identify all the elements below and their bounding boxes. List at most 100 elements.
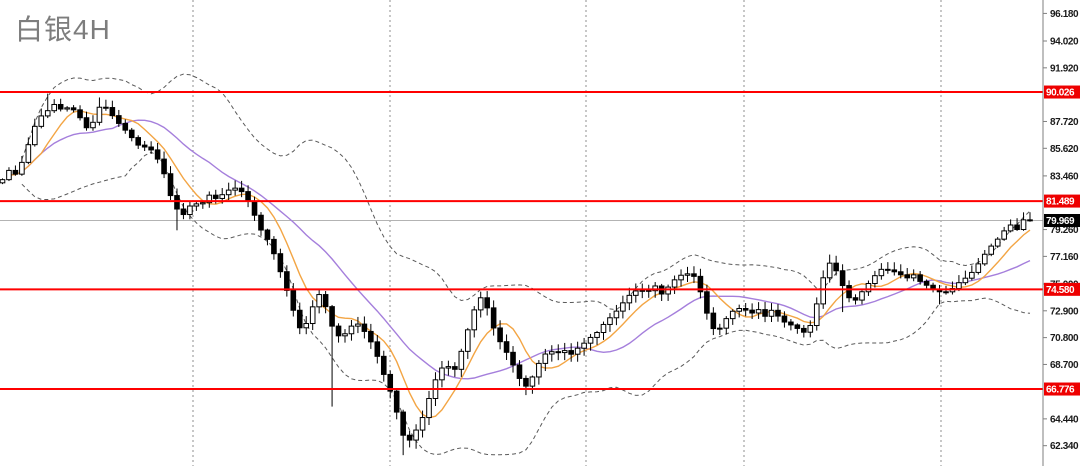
candle-body-down bbox=[77, 109, 83, 119]
candle-body-up bbox=[613, 310, 620, 319]
axis-tick-label: 91.920 bbox=[1050, 63, 1079, 74]
candle-body-up bbox=[768, 309, 775, 317]
candle-body-up bbox=[962, 277, 969, 284]
candle-body-down bbox=[148, 146, 154, 151]
candle-body-down bbox=[122, 122, 129, 131]
candle-body-up bbox=[910, 274, 917, 279]
candle-body-down bbox=[904, 274, 911, 279]
candle-body-down bbox=[697, 275, 704, 293]
candle-body-down bbox=[109, 107, 116, 117]
candle-body-down bbox=[368, 330, 374, 343]
candle-body-up bbox=[32, 125, 38, 146]
candle-body-down bbox=[568, 350, 574, 355]
candle-body-up bbox=[529, 376, 536, 387]
candle-body-down bbox=[885, 268, 891, 271]
chart-title: 白银4H bbox=[15, 14, 111, 45]
candle-body-down bbox=[335, 325, 342, 337]
candle-body-up bbox=[665, 286, 671, 295]
candle-body-down bbox=[393, 390, 400, 413]
candle-body-down bbox=[742, 308, 749, 311]
candle-body-down bbox=[284, 271, 290, 291]
candle-body-up bbox=[859, 291, 865, 301]
candle-body-down bbox=[484, 297, 490, 309]
level-price-badge-text: 81.489 bbox=[1046, 197, 1075, 208]
candle-body-down bbox=[801, 327, 807, 333]
candle-body-down bbox=[781, 315, 788, 323]
axis-tick-label: 79.260 bbox=[1050, 225, 1079, 236]
candle-body-up bbox=[587, 336, 594, 344]
candle-body-up bbox=[342, 333, 348, 337]
candle-body-up bbox=[969, 271, 975, 279]
candle-body-up bbox=[6, 169, 12, 181]
candle-body-down bbox=[161, 158, 167, 175]
candle-body-down bbox=[135, 137, 142, 146]
candle-body-down bbox=[277, 253, 284, 273]
candle-body-down bbox=[846, 285, 852, 299]
candle-body-down bbox=[1027, 219, 1033, 222]
candle-body-down bbox=[290, 289, 297, 311]
candle-body-up bbox=[736, 308, 742, 312]
candle-body-down bbox=[833, 262, 839, 272]
candle-body-up bbox=[1020, 219, 1027, 231]
candle-body-down bbox=[839, 270, 846, 287]
candle-body-up bbox=[626, 294, 633, 304]
candle-body-down bbox=[503, 341, 510, 353]
candle-body-down bbox=[516, 364, 523, 379]
candle-body-up bbox=[872, 275, 878, 285]
axis-tick-label: 94.020 bbox=[1050, 37, 1079, 48]
candle-body-up bbox=[355, 323, 361, 327]
candle-body-down bbox=[103, 106, 109, 109]
candle-body-down bbox=[174, 195, 180, 210]
candle-body-down bbox=[258, 214, 264, 231]
candle-body-down bbox=[523, 377, 529, 387]
axis-tick-label: 70.800 bbox=[1050, 333, 1079, 344]
candle-body-up bbox=[807, 325, 814, 333]
candle-body-down bbox=[943, 291, 949, 294]
candle-body-down bbox=[555, 351, 562, 354]
candle-body-down bbox=[322, 294, 329, 308]
current-price-badge-text: 79.969 bbox=[1046, 216, 1075, 227]
level-price-badge-box bbox=[1044, 382, 1080, 396]
axis-tick-label: 83.460 bbox=[1050, 171, 1079, 182]
candle-body-down bbox=[329, 306, 335, 327]
candle-body-up bbox=[477, 297, 484, 311]
axis-tick-label: 85.620 bbox=[1050, 144, 1079, 155]
candle-body-down bbox=[380, 355, 387, 375]
bollinger-upper-band bbox=[21, 73, 1031, 311]
candle-body-up bbox=[316, 294, 322, 308]
candle-body-up bbox=[981, 253, 988, 265]
candle-body-down bbox=[788, 321, 794, 326]
candle-body-up bbox=[878, 268, 885, 277]
candle-body-up bbox=[309, 306, 316, 325]
candle-body-down bbox=[180, 208, 187, 216]
candle-body-down bbox=[251, 200, 258, 216]
price-axis: 96.180 94.020 91.920 87.720 85.620 83.460 79.2… bbox=[1042, 0, 1079, 466]
candle-body-down bbox=[452, 366, 458, 370]
axis-tick-label: 62.340 bbox=[1050, 441, 1079, 452]
candle-body-up bbox=[1007, 224, 1014, 232]
candle-body-up bbox=[561, 350, 568, 354]
candle-body-down bbox=[510, 351, 516, 366]
level-price-badge-text: 66.776 bbox=[1046, 385, 1075, 396]
candle-body-up bbox=[38, 115, 45, 127]
candle-body-up bbox=[439, 367, 445, 381]
candle-body-down bbox=[794, 324, 801, 329]
level-price-badge-box bbox=[1044, 194, 1080, 208]
candle-body-down bbox=[387, 373, 394, 392]
candle-body-up bbox=[988, 245, 995, 255]
candle-body-down bbox=[83, 117, 90, 129]
candle-body-up bbox=[1001, 230, 1007, 240]
candle-body-down bbox=[775, 309, 781, 317]
candle-body-up bbox=[51, 103, 57, 112]
level-price-badge-text: 74.580 bbox=[1046, 285, 1075, 296]
candle-body-down bbox=[917, 274, 923, 282]
candle-body-down bbox=[852, 297, 859, 301]
candle-body-down bbox=[400, 411, 406, 436]
candle-body-up bbox=[200, 202, 206, 205]
candle-body-up bbox=[755, 309, 762, 314]
candle-body-up bbox=[620, 302, 626, 312]
candle-body-up bbox=[413, 429, 419, 441]
